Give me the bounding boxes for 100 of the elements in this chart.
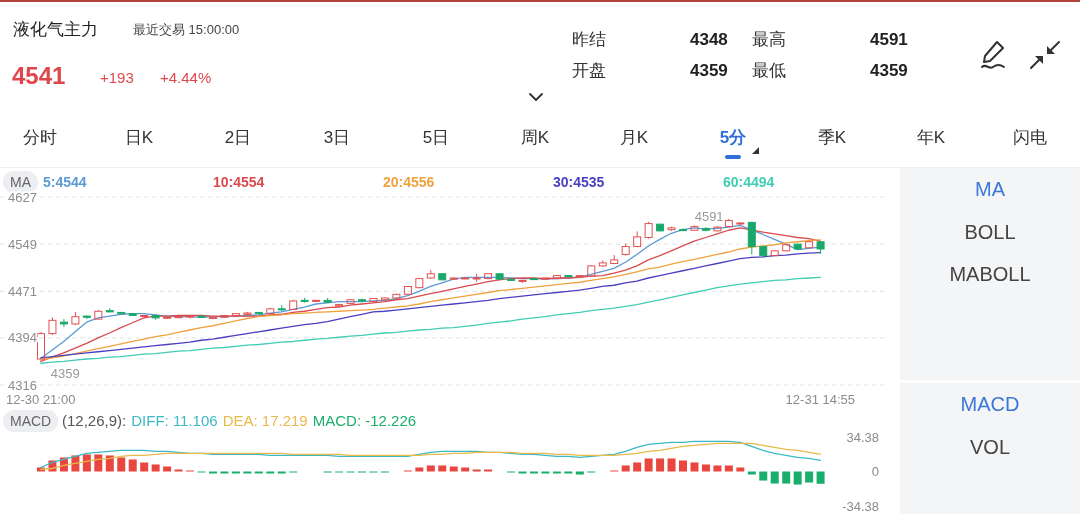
bar (770, 471, 779, 484)
bar (713, 465, 722, 472)
y-tick-label: 4316 (8, 377, 37, 393)
bar (105, 455, 114, 472)
text: 2日 (224, 127, 252, 150)
text: VOL (969, 434, 1011, 460)
legend-title: MA (3, 171, 38, 193)
candlestick (679, 227, 688, 232)
bar (667, 458, 676, 472)
bar (472, 469, 481, 472)
candlestick (426, 269, 435, 280)
candlestick (186, 314, 195, 319)
bar (208, 471, 217, 474)
bar (174, 469, 183, 472)
text: 60:4494 (723, 173, 775, 192)
candlestick (518, 279, 527, 284)
text: (12,26,9): (62, 411, 127, 431)
y-tick-label: 4549 (8, 236, 37, 252)
candlestick (701, 226, 710, 232)
candlestick (621, 243, 630, 257)
bar (541, 471, 550, 474)
text: MACD (960, 392, 1020, 417)
bar (679, 460, 688, 472)
bar (484, 469, 493, 472)
text: 10:4554 (213, 173, 265, 192)
bar (438, 465, 447, 472)
bar (690, 462, 699, 472)
text: +4.44% (160, 67, 212, 88)
bar (518, 471, 527, 474)
text: 闪电 (1013, 127, 1047, 150)
text: +193 (100, 67, 134, 88)
bar (266, 471, 275, 474)
y-tick-label: 0 (871, 464, 879, 480)
bar (816, 471, 825, 484)
candlestick (300, 297, 309, 304)
text: 4541 (12, 61, 66, 92)
bar (415, 467, 424, 472)
text: 最高 (752, 29, 786, 52)
bar (128, 459, 137, 472)
bar (94, 454, 103, 472)
bar (736, 467, 745, 472)
bar (449, 466, 458, 472)
text: 季K (817, 127, 847, 150)
y-tick-label: 4471 (8, 283, 37, 299)
candlestick (335, 303, 344, 308)
text: 4591 (870, 29, 908, 52)
bar (724, 465, 733, 472)
candlestick (323, 297, 332, 304)
bar (552, 471, 561, 474)
bar (782, 471, 791, 484)
bar (140, 462, 149, 472)
text: 月K (619, 127, 649, 150)
bar (82, 454, 91, 472)
bar (621, 465, 630, 472)
candlestick (277, 304, 286, 312)
bar (231, 471, 240, 474)
line-series (40, 276, 821, 364)
bar (564, 471, 573, 474)
candlestick (610, 254, 619, 265)
x-tick-label: 12-31 14:55 (785, 392, 856, 408)
bar (461, 467, 470, 472)
text: 最低 (752, 60, 786, 83)
text: 分时 (23, 127, 57, 150)
text: 年K (916, 127, 946, 150)
bar (117, 457, 126, 472)
series-label: DEA: 17.219 (222, 411, 308, 431)
text: 4348 (690, 29, 728, 52)
text: 液化气主力 (13, 19, 98, 42)
text: 30:4535 (553, 173, 605, 192)
bar (759, 471, 768, 481)
bar (644, 458, 653, 472)
annotation: 4359 (50, 365, 80, 381)
candlestick (105, 307, 114, 313)
candlestick (724, 218, 733, 228)
bar (426, 465, 435, 472)
bar (805, 471, 814, 483)
candlestick (59, 318, 68, 328)
y-tick-label: 34.38 (846, 429, 879, 445)
bar (220, 471, 229, 474)
text: 日K (124, 127, 154, 150)
candlestick (816, 240, 825, 255)
text: 最近交易 15:00:00 (133, 20, 240, 39)
y-tick-label: 4394 (8, 330, 37, 346)
bar (793, 471, 802, 485)
text: BOLL (964, 219, 1016, 245)
candlestick (633, 230, 642, 248)
candlestick (472, 273, 481, 283)
text: 5:4544 (43, 173, 87, 192)
series-label: DIFF: 11.106 (131, 411, 218, 431)
annotation: 4591 (694, 209, 724, 225)
bar (151, 464, 160, 472)
y-tick-label: -34.38 (842, 498, 879, 514)
text: MACD: -12.226 (312, 411, 417, 431)
candlestick (82, 314, 91, 320)
text: 3日 (323, 127, 351, 150)
candlestick (71, 311, 80, 326)
text: 周K (520, 127, 550, 150)
text: 昨结 (572, 29, 606, 52)
text: 5日 (422, 127, 450, 150)
bar (163, 466, 172, 472)
